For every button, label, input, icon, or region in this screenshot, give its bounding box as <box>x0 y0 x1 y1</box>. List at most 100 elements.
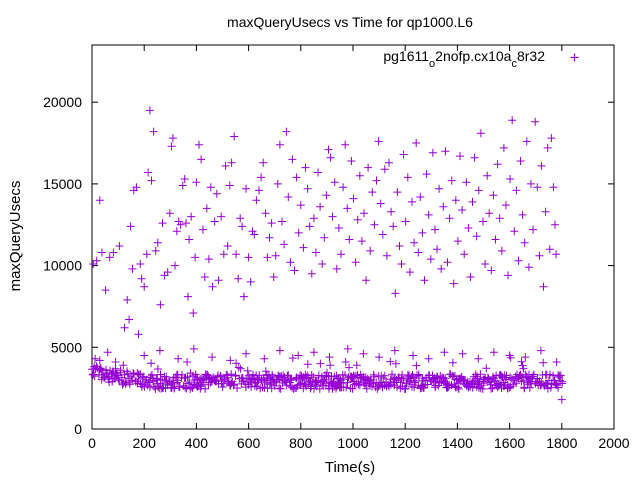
data-point <box>320 233 329 242</box>
data-point <box>474 186 483 195</box>
data-point <box>195 140 203 149</box>
data-point <box>410 238 419 247</box>
data-point <box>144 168 153 177</box>
data-point <box>287 375 296 384</box>
data-point <box>339 183 348 192</box>
data-point <box>242 184 250 193</box>
data-point <box>225 181 234 190</box>
data-point <box>501 201 510 210</box>
data-point <box>316 202 325 211</box>
data-point <box>495 214 504 223</box>
data-point <box>506 373 515 382</box>
data-point <box>218 383 227 391</box>
data-point <box>223 373 232 382</box>
legend-label-part: pg1611 <box>383 48 429 64</box>
data-point <box>257 173 266 182</box>
data-point <box>244 253 253 262</box>
data-point <box>516 157 525 165</box>
data-point <box>390 346 399 355</box>
data-point <box>269 273 278 281</box>
data-point <box>380 165 389 174</box>
data-point <box>147 176 156 185</box>
data-point <box>91 354 100 363</box>
data-point <box>314 168 322 177</box>
data-point <box>395 242 404 250</box>
data-point <box>342 383 351 392</box>
x-tick-label: 1200 <box>390 435 421 451</box>
data-point <box>206 183 215 192</box>
data-point <box>389 222 398 231</box>
data-point <box>282 127 291 136</box>
data-point <box>412 139 421 147</box>
data-point <box>216 372 225 381</box>
data-point <box>489 348 498 357</box>
data-point <box>380 371 389 380</box>
data-point <box>246 277 255 286</box>
data-point <box>232 359 241 368</box>
data-point <box>303 184 312 193</box>
data-point <box>261 209 270 218</box>
data-point <box>275 140 284 149</box>
data-point <box>441 147 450 156</box>
data-point <box>273 179 282 188</box>
data-point <box>284 371 293 380</box>
data-point <box>343 378 352 387</box>
data-point <box>184 379 193 388</box>
data-point <box>372 176 381 185</box>
data-point <box>182 219 190 228</box>
data-point <box>435 184 444 193</box>
y-tick-label: 20000 <box>43 94 82 110</box>
data-point <box>183 358 192 366</box>
data-point <box>514 256 523 265</box>
data-point <box>318 260 327 268</box>
data-point <box>223 242 232 250</box>
data-point <box>290 266 299 275</box>
x-tick-label: 1600 <box>494 435 525 451</box>
data-point <box>512 379 521 388</box>
data-point <box>311 248 320 257</box>
data-point <box>527 179 535 188</box>
data-point <box>528 372 537 381</box>
data-point <box>294 228 303 237</box>
data-point <box>208 353 217 362</box>
data-point <box>470 153 479 162</box>
x-tick-label: 200 <box>133 435 157 451</box>
data-point <box>406 374 415 383</box>
data-point <box>288 155 297 164</box>
data-point <box>364 163 373 172</box>
data-point <box>493 160 502 169</box>
y-tick-label: 5000 <box>51 339 82 355</box>
data-point <box>343 344 352 353</box>
data-point <box>518 210 527 219</box>
data-point <box>178 181 187 190</box>
data-point <box>188 383 197 392</box>
y-tick-label: 0 <box>74 421 82 437</box>
data-point <box>549 183 558 192</box>
data-point <box>502 371 511 380</box>
data-point <box>503 384 512 393</box>
data-point <box>227 158 236 167</box>
data-point <box>226 356 235 365</box>
data-point <box>362 276 371 285</box>
data-point <box>355 171 364 180</box>
data-point <box>347 157 356 165</box>
data-point <box>522 137 531 146</box>
data-point <box>101 286 110 295</box>
data-point <box>126 222 135 231</box>
data-point <box>312 378 321 387</box>
data-point <box>134 330 143 339</box>
data-point <box>445 214 454 223</box>
data-point <box>95 356 104 365</box>
data-point <box>397 260 406 268</box>
data-point <box>545 245 554 254</box>
data-point <box>557 395 566 404</box>
data-point <box>280 240 289 249</box>
data-point <box>541 207 550 216</box>
data-point <box>212 189 221 198</box>
data-point <box>112 370 121 378</box>
data-point <box>90 372 99 381</box>
data-point <box>144 378 153 387</box>
data-point <box>95 196 104 205</box>
data-point <box>426 255 435 264</box>
